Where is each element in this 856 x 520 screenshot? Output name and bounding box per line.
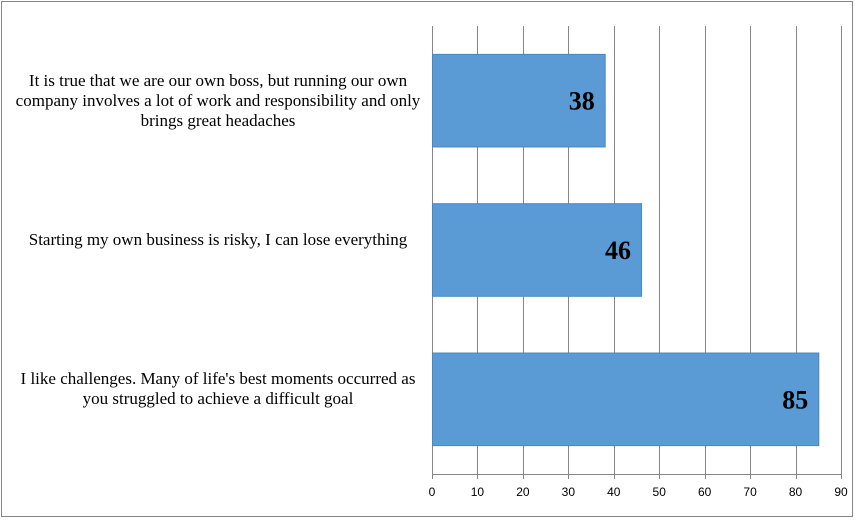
category-label: I like challenges. Many of life's best m…	[20, 369, 416, 409]
data-label: 38	[569, 87, 595, 116]
x-tick-label: 70	[743, 485, 757, 499]
x-tick-label: 20	[516, 485, 530, 499]
bar	[432, 203, 643, 297]
x-tick-label: 50	[653, 485, 667, 499]
x-tick-label: 10	[471, 485, 485, 499]
x-tick-label: 40	[607, 485, 621, 499]
bar	[432, 53, 606, 148]
x-tick-label: 90	[834, 485, 848, 499]
data-label: 46	[605, 236, 631, 265]
category-label: It is true that we are our own boss, but…	[15, 70, 421, 130]
data-label: 85	[782, 385, 808, 414]
category-label: Starting my own business is risky, I can…	[28, 230, 408, 249]
x-tick-label: 60	[698, 485, 712, 499]
x-tick-label: 80	[789, 485, 803, 499]
x-tick-label: 30	[562, 485, 576, 499]
x-tick-label: 0	[429, 485, 436, 499]
bar	[432, 352, 820, 447]
